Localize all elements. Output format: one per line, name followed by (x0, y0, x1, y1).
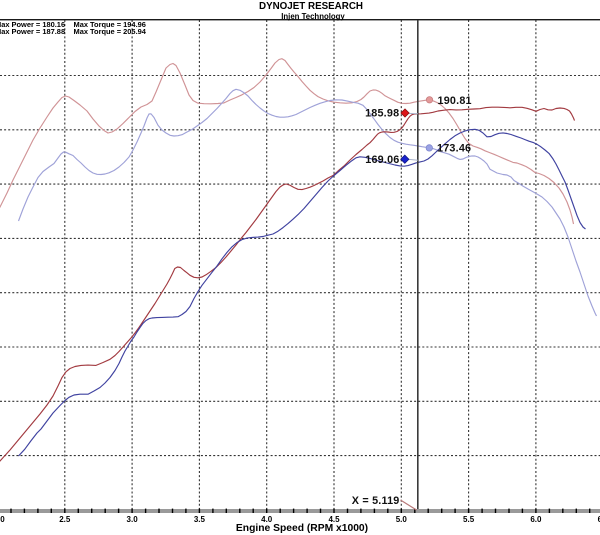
svg-text:2.0: 2.0 (0, 515, 5, 524)
svg-text:4.0: 4.0 (261, 515, 273, 524)
svg-text:Max Torque = 194.96: Max Torque = 194.96 (74, 20, 146, 29)
svg-text:6.0: 6.0 (530, 515, 542, 524)
svg-text:Engine Speed (RPM x1000): Engine Speed (RPM x1000) (236, 523, 368, 534)
svg-text:4.5: 4.5 (328, 515, 340, 524)
svg-text:DYNOJET RESEARCH: DYNOJET RESEARCH (259, 1, 363, 12)
svg-text:Max Torque = 205.94: Max Torque = 205.94 (74, 27, 147, 36)
svg-text:Max Power = 180.16: Max Power = 180.16 (0, 20, 65, 29)
svg-text:2.5: 2.5 (59, 515, 71, 524)
svg-text:X = 5.119: X = 5.119 (352, 495, 400, 507)
svg-text:6.5: 6.5 (598, 515, 600, 524)
svg-text:3.0: 3.0 (127, 515, 139, 524)
svg-text:5.5: 5.5 (463, 515, 475, 524)
svg-text:3.5: 3.5 (194, 515, 206, 524)
svg-text:Max Power = 187.88: Max Power = 187.88 (0, 27, 65, 36)
svg-text:185.98: 185.98 (365, 108, 399, 120)
svg-text:169.06: 169.06 (365, 154, 399, 166)
svg-text:5.0: 5.0 (396, 515, 408, 524)
svg-text:190.81: 190.81 (438, 95, 472, 107)
svg-text:Injen Technology: Injen Technology (281, 12, 345, 21)
svg-text:173.46: 173.46 (437, 143, 471, 155)
